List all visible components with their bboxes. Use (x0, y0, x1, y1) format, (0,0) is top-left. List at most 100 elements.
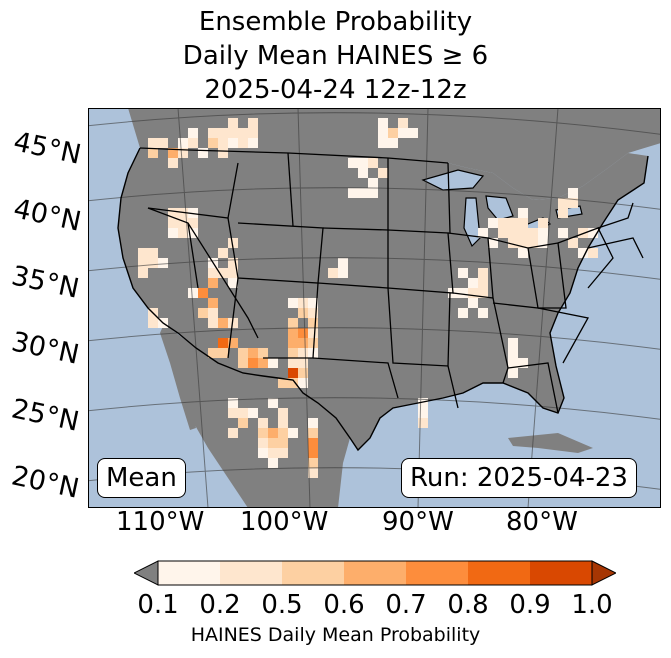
probability-cell (498, 228, 508, 238)
probability-cell (268, 358, 278, 368)
title-line-1: Ensemble Probability (198, 7, 473, 37)
colorbar-tick-1: 0.2 (199, 590, 241, 620)
probability-cell (288, 378, 298, 388)
probability-cell (138, 248, 148, 258)
probability-cell (168, 218, 178, 228)
probability-cell (308, 458, 318, 468)
probability-cell (458, 308, 468, 318)
probability-cell (208, 308, 218, 318)
probability-cell (288, 298, 298, 308)
probability-map (88, 108, 661, 508)
probability-cell (158, 138, 168, 148)
probability-cell (278, 378, 288, 388)
title-line-3: 2025-04-24 12z-12z (204, 75, 467, 105)
probability-cell (398, 128, 408, 138)
probability-cell (278, 418, 288, 428)
probability-cell (588, 248, 598, 258)
probability-cell (478, 288, 488, 298)
probability-cell (168, 208, 178, 218)
colorbar-tick-7: 1.0 (571, 590, 613, 620)
probability-cell (228, 258, 238, 268)
probability-cell (298, 378, 308, 388)
probability-cell (538, 238, 548, 248)
colorbar-segment (282, 561, 345, 585)
lon-label-110: 110°W (116, 507, 205, 537)
probability-cell (568, 188, 578, 198)
probability-cell (208, 298, 218, 308)
probability-cell (368, 158, 378, 168)
probability-cell (418, 418, 428, 428)
probability-cell (148, 318, 158, 328)
probability-cell (508, 348, 518, 358)
lon-label-90: 90°W (382, 507, 454, 537)
probability-cell (508, 228, 518, 238)
probability-cell (278, 448, 288, 458)
colorbar-segment (158, 561, 221, 585)
probability-cell (478, 228, 488, 238)
colorbar-segments (158, 561, 593, 585)
colorbar-segment (220, 561, 283, 585)
probability-cell (198, 148, 208, 158)
probability-cell (478, 278, 488, 288)
probability-cell (268, 398, 278, 408)
probability-cell (248, 408, 258, 418)
probability-cell (298, 358, 308, 368)
probability-cell (268, 448, 278, 458)
probability-cell (518, 238, 528, 248)
probability-cell (578, 248, 588, 258)
probability-cell (308, 308, 318, 318)
probability-cell (138, 258, 148, 268)
probability-cell (528, 238, 538, 248)
probability-cell (218, 268, 228, 278)
probability-cell (498, 218, 508, 228)
probability-cell (168, 148, 178, 158)
probability-cell (228, 138, 238, 148)
probability-cell (528, 228, 538, 238)
probability-cell (208, 348, 218, 358)
probability-cell (468, 298, 478, 308)
probability-cell (218, 318, 228, 328)
probability-cell (288, 328, 298, 338)
probability-cell (188, 218, 198, 228)
probability-cell (288, 368, 298, 378)
probability-cell (508, 358, 518, 368)
graticule (88, 108, 661, 508)
probability-cell (328, 268, 338, 278)
probability-cell (298, 338, 308, 348)
probability-cell (298, 308, 308, 318)
probability-cell (368, 178, 378, 188)
probability-cell (568, 238, 578, 248)
probability-cell (518, 248, 528, 258)
probability-cell (308, 448, 318, 458)
probability-cell (148, 138, 158, 148)
probability-cell (218, 348, 228, 358)
probability-cell (168, 158, 178, 168)
probability-cell (188, 288, 198, 298)
colorbar-tick-2: 0.5 (261, 590, 303, 620)
probability-cell (278, 438, 288, 448)
probability-cell (468, 278, 478, 288)
probability-cell (588, 228, 598, 238)
probability-cell (218, 148, 228, 158)
probability-cell (228, 338, 238, 348)
probability-cell (518, 228, 528, 238)
probability-cell (288, 348, 298, 358)
probability-cell (358, 168, 368, 178)
probability-cell (178, 218, 188, 228)
probability-cell (148, 258, 158, 268)
probability-cell (288, 358, 298, 368)
probability-cell (308, 318, 318, 328)
probability-cell (298, 328, 308, 338)
probability-cell (228, 278, 238, 288)
probability-cell (278, 428, 288, 438)
probability-cell (538, 218, 548, 228)
lon-label-80: 80°W (506, 507, 578, 537)
probability-cell (558, 208, 568, 218)
probability-cell (228, 238, 238, 248)
lat-label-25: 25°N (8, 393, 82, 438)
probability-cell (178, 138, 188, 148)
probability-cell (198, 308, 208, 318)
probability-cell (218, 128, 228, 138)
probability-cell (308, 418, 318, 428)
probability-cell (308, 438, 318, 448)
